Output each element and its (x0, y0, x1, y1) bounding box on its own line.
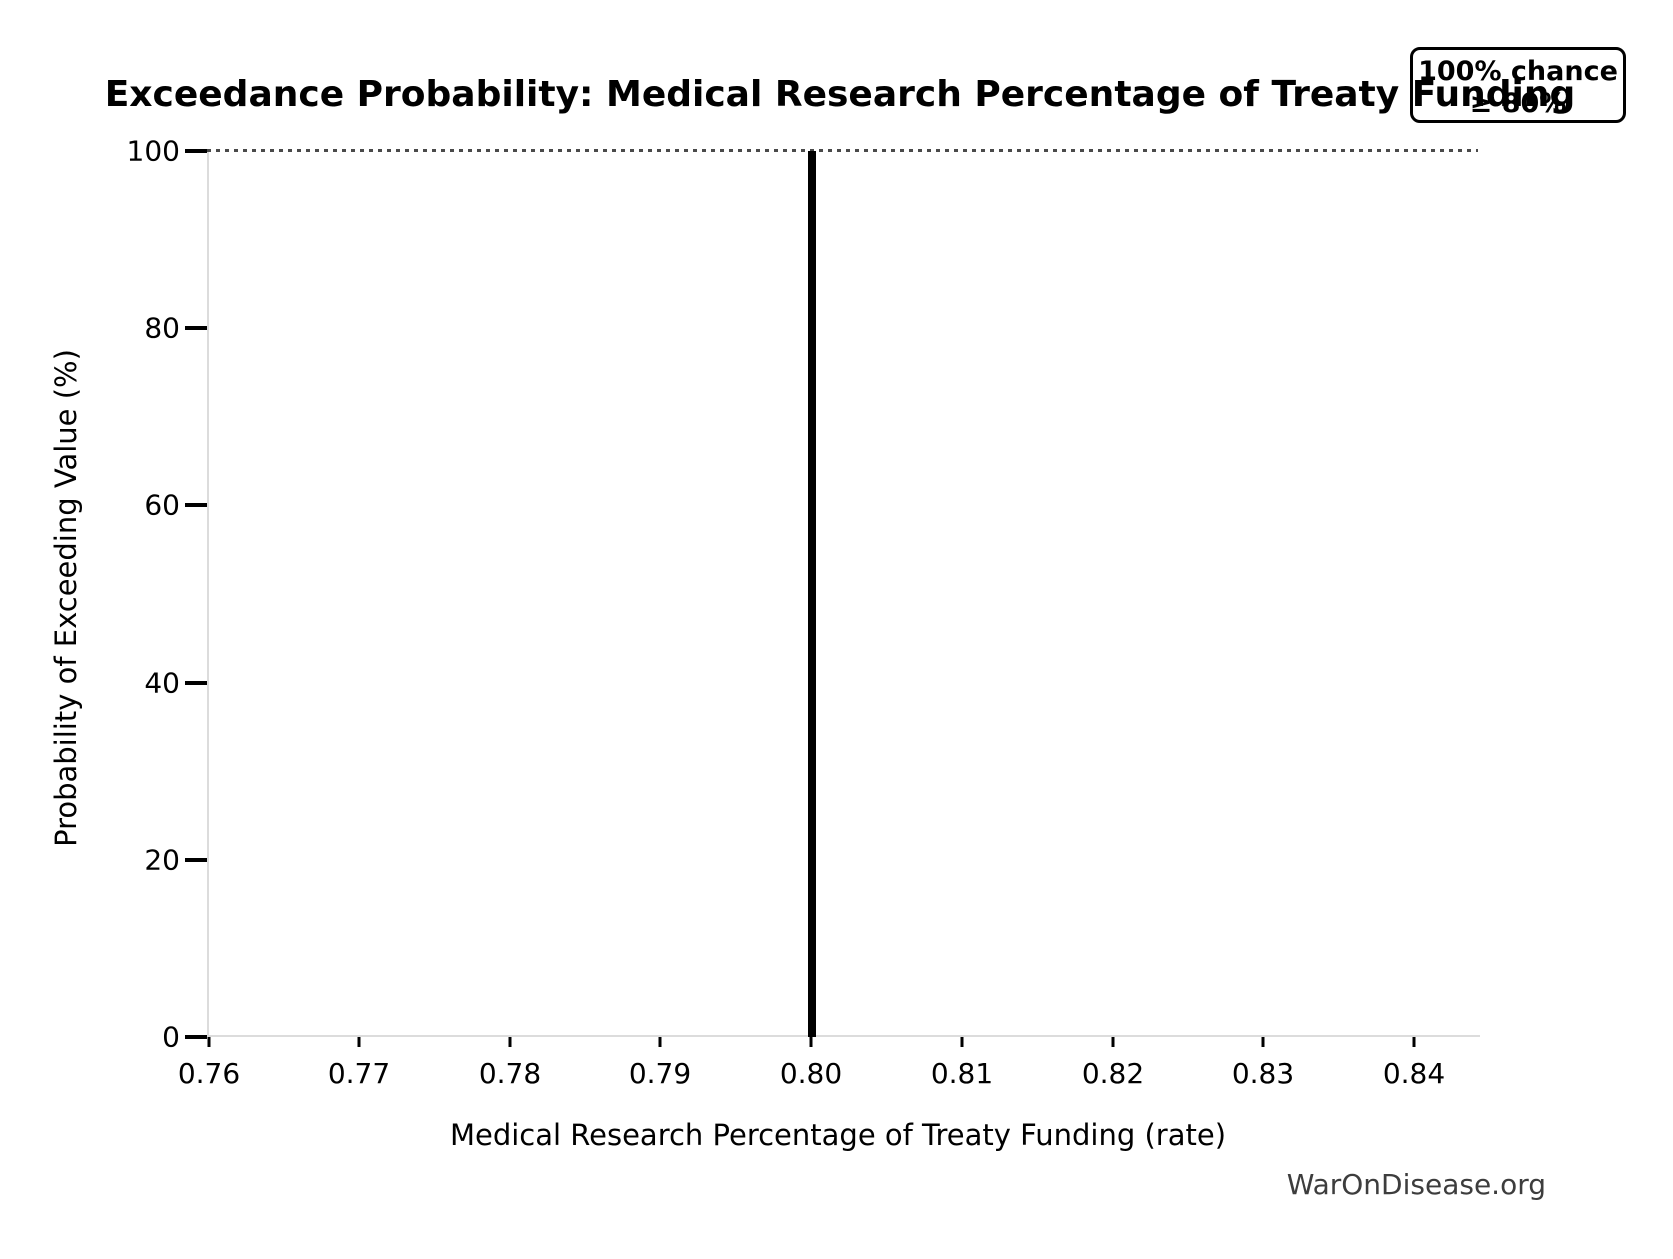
y-tick (185, 858, 207, 862)
chart-title: Exceedance Probability: Medical Research… (104, 74, 1576, 115)
x-tick-label: 0.80 (779, 1057, 843, 1090)
x-tick-label: 0.76 (177, 1057, 241, 1090)
y-tick (185, 149, 207, 153)
x-tick (1111, 1037, 1115, 1047)
x-tick-label: 0.82 (1081, 1057, 1145, 1090)
x-tick-label: 0.79 (628, 1057, 692, 1090)
x-tick-label: 0.78 (478, 1057, 542, 1090)
x-tick (508, 1037, 512, 1047)
exceedance-curve (808, 151, 816, 1037)
x-tick (1412, 1037, 1416, 1047)
y-tick-label: 20 (144, 843, 180, 877)
x-tick (1261, 1037, 1265, 1047)
y-tick-label: 60 (144, 488, 180, 522)
y-tick-label: 40 (144, 666, 180, 700)
plot-area: 100 80 60 40 20 0 0.76 0.77 0.78 0.79 0.… (127, 135, 1480, 1090)
y-axis-title: Probability of Exceeding Value (%) (49, 349, 83, 847)
x-tick (357, 1037, 361, 1047)
y-tick (185, 681, 207, 685)
x-tick (658, 1037, 662, 1047)
x-tick-label: 0.77 (327, 1057, 391, 1090)
source-watermark: WarOnDisease.org (1286, 1168, 1546, 1201)
x-tick (960, 1037, 964, 1047)
x-axis-title: Medical Research Percentage of Treaty Fu… (449, 1118, 1227, 1152)
y-tick-label: 0 (162, 1020, 180, 1054)
reference-line-100pct (207, 149, 1478, 152)
x-tick-label: 0.84 (1382, 1057, 1446, 1090)
y-tick (185, 1035, 207, 1039)
x-tick (809, 1037, 813, 1047)
y-tick-label: 80 (144, 311, 180, 345)
annotation-box: 100% chance ≥ 80% (1410, 47, 1626, 123)
annotation-line-2: ≥ 80% (1469, 88, 1567, 119)
annotation-line-1: 100% chance (1418, 56, 1618, 87)
y-axis-line (207, 151, 209, 1037)
y-tick (185, 326, 207, 330)
x-tick-label: 0.81 (930, 1057, 994, 1090)
y-tick (185, 503, 207, 507)
x-axis-line (207, 1035, 1480, 1037)
x-tick (207, 1037, 211, 1047)
x-tick-label: 0.83 (1231, 1057, 1295, 1090)
y-tick-label: 100 (126, 134, 180, 168)
